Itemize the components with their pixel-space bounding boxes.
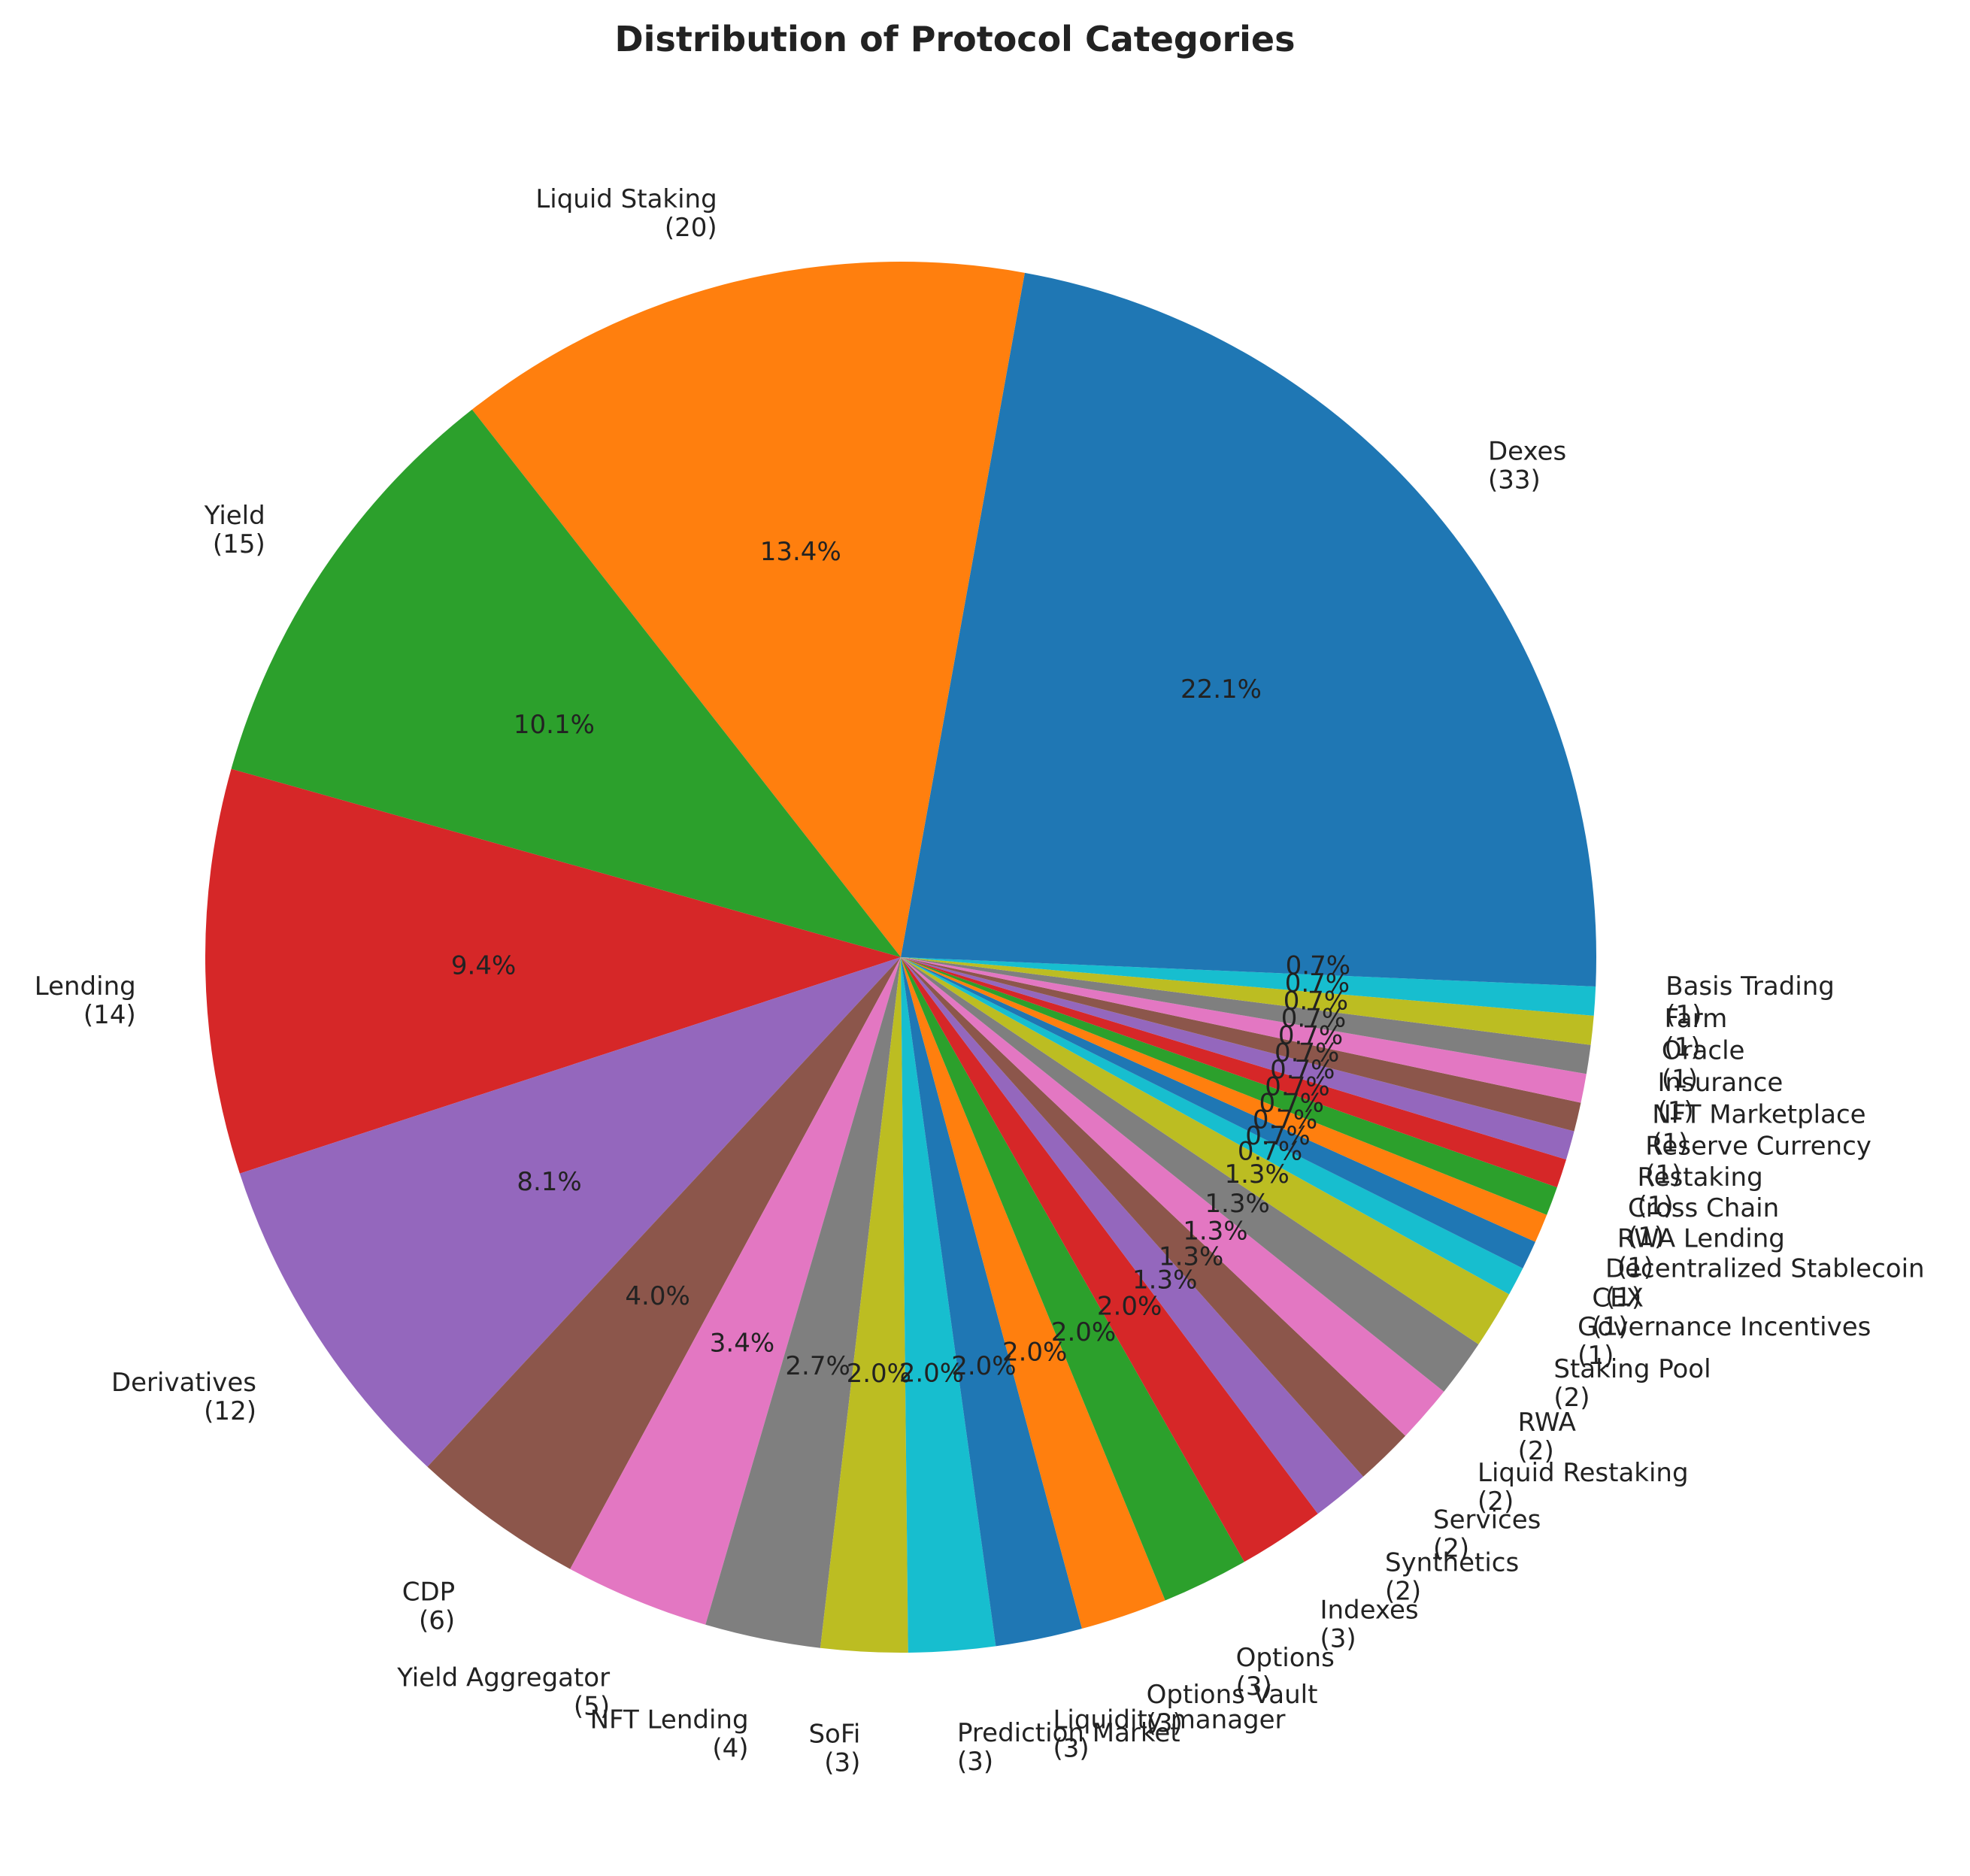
pct-label-oracle: 0.7% [1284, 986, 1348, 1016]
category-label-cdp: CDP (6) [402, 1577, 455, 1635]
category-label-synthetics: Synthetics (2) [1385, 1547, 1519, 1606]
category-label-yield: Yield (15) [204, 501, 265, 559]
category-label-liquid-restaking: Liquid Restaking (2) [1478, 1458, 1689, 1517]
pct-label-insurance: 0.7% [1281, 1004, 1346, 1034]
category-label-liquid-staking: Liquid Staking (20) [535, 184, 717, 243]
pct-label-options-vault: 2.0% [1002, 1338, 1067, 1368]
slice-lending [205, 768, 901, 1174]
pct-label-derivatives: 8.1% [517, 1167, 581, 1197]
slice-prediction-market [901, 957, 996, 1653]
pct-label-cdp: 4.0% [625, 1281, 690, 1311]
category-label-rwa-lending: RWA Lending (1) [1617, 1223, 1785, 1282]
category-label-yield-aggregator: Yield Aggregator (5) [396, 1663, 610, 1722]
category-label-restaking: Restaking (1) [1638, 1162, 1763, 1221]
category-label-options: Options (3) [1236, 1643, 1335, 1702]
category-label-cross-chain: Cross Chain (1) [1628, 1193, 1779, 1252]
slice-options [901, 957, 1244, 1601]
pct-label-liquidity-manager: 2.0% [951, 1351, 1016, 1381]
category-labels: Dexes (33) Liquid Staking (20) Yield (15) Lend… [35, 184, 1925, 1778]
slice-decentralized-stablecoin [901, 957, 1547, 1242]
category-label-staking-pool: Staking Pool (2) [1553, 1354, 1711, 1413]
slice-restaking [901, 957, 1574, 1160]
slice-rwa [901, 957, 1479, 1392]
pct-label-staking-pool: 1.3% [1224, 1159, 1289, 1190]
category-label-basis-trading: Basis Trading (1) [1665, 971, 1835, 1030]
category-label-dexes: Dexes (33) [1488, 436, 1566, 495]
pct-label-liquid-staking: 13.4% [760, 537, 841, 567]
slice-sofi [820, 957, 908, 1653]
category-label-nft-lending: NFT Lending (4) [590, 1705, 749, 1764]
pct-label-basis-trading: 0.7% [1286, 951, 1350, 981]
slice-cross-chain [901, 957, 1566, 1188]
pct-label-governance-incentives: 0.7% [1238, 1137, 1302, 1167]
pct-label-cross-chain: 0.7% [1265, 1072, 1329, 1102]
category-label-services: Services (2) [1433, 1505, 1541, 1563]
pct-label-decentralized-stablecoin: 0.7% [1253, 1105, 1317, 1135]
slice-nft-marketplace [901, 957, 1587, 1103]
pct-label-cex: 0.7% [1245, 1121, 1310, 1151]
slice-liquidity-manager [901, 957, 1082, 1647]
category-label-options-vault: Options Vault (3) [1147, 1680, 1318, 1738]
slice-nft-lending [705, 957, 901, 1648]
pct-label-lending: 9.4% [451, 951, 516, 981]
pct-label-services: 1.3% [1159, 1242, 1223, 1272]
slice-synthetics [901, 957, 1364, 1514]
slice-basis-trading [901, 957, 1596, 986]
category-label-insurance: Insurance (1) [1657, 1068, 1783, 1126]
category-label-reserve-currency: Reserve Currency (1) [1645, 1131, 1872, 1190]
pct-label-rwa: 1.3% [1205, 1189, 1269, 1219]
slice-dexes [901, 272, 1596, 957]
slice-farm [901, 957, 1596, 1016]
pct-label-farm: 0.7% [1285, 968, 1350, 999]
category-label-nft-marketplace: NFT Marketplace (1) [1652, 1099, 1865, 1158]
slice-cdp [427, 957, 901, 1569]
chart-title: Distribution of Protocol Categories [615, 19, 1296, 59]
pct-label-synthetics: 1.3% [1132, 1265, 1197, 1296]
category-label-lending: Lending (14) [35, 971, 136, 1030]
pct-label-yield: 10.1% [514, 710, 595, 740]
pct-label-nft-lending: 2.7% [785, 1351, 850, 1381]
category-label-liquidity-manager: Liquidity manager (3) [1053, 1705, 1285, 1764]
category-label-governance-incentives: Governance Incentives (1) [1578, 1312, 1871, 1371]
pct-label-dexes: 22.1% [1180, 674, 1262, 705]
category-label-sofi: SoFi (3) [808, 1720, 860, 1778]
slice-indexes [901, 957, 1318, 1562]
slice-oracle [901, 957, 1594, 1045]
slice-rwa-lending [901, 957, 1557, 1215]
slice-insurance [901, 957, 1591, 1074]
category-label-derivatives: Derivatives (12) [111, 1368, 256, 1426]
pct-label-nft-marketplace: 0.7% [1278, 1021, 1343, 1051]
slice-staking-pool [901, 957, 1510, 1344]
category-label-prediction-market: Prediction Market (3) [957, 1718, 1180, 1777]
slice-yield [231, 409, 902, 957]
pct-label-liquid-restaking: 1.3% [1183, 1217, 1247, 1247]
category-label-rwa: RWA (2) [1518, 1408, 1576, 1466]
pct-label-prediction-market: 2.0% [899, 1358, 964, 1388]
pct-label-options: 2.0% [1051, 1317, 1116, 1347]
slice-governance-incentives [901, 957, 1523, 1295]
slice-liquid-staking [471, 262, 1025, 958]
slice-derivatives [239, 957, 902, 1467]
percent-labels: 22.1%13.4%10.1%9.4%8.1%4.0%3.4%2.7%2.0%2… [451, 537, 1350, 1389]
category-label-oracle: Oracle (1) [1662, 1036, 1745, 1095]
slice-yield-aggregator [570, 957, 901, 1625]
pie-slices [205, 262, 1596, 1653]
category-label-farm: Farm (1) [1664, 1004, 1727, 1062]
slice-reserve-currency [901, 957, 1581, 1132]
slice-cex [901, 957, 1535, 1268]
pct-label-sofi: 2.0% [847, 1359, 911, 1389]
pct-label-reserve-currency: 0.7% [1274, 1038, 1339, 1068]
slice-options-vault [901, 957, 1165, 1629]
category-label-decentralized-stablecoin: Decentralized Stablecoin (1) [1605, 1253, 1925, 1312]
pct-label-indexes: 2.0% [1097, 1291, 1162, 1321]
pct-label-restaking: 0.7% [1270, 1055, 1335, 1085]
slice-liquid-restaking [901, 957, 1444, 1436]
slice-services [901, 957, 1406, 1477]
pct-label-yield-aggregator: 3.4% [710, 1328, 774, 1358]
category-label-cex: CEX (1) [1592, 1283, 1644, 1341]
pct-label-rwa-lending: 0.7% [1259, 1089, 1324, 1119]
category-label-indexes: Indexes (3) [1320, 1596, 1418, 1654]
